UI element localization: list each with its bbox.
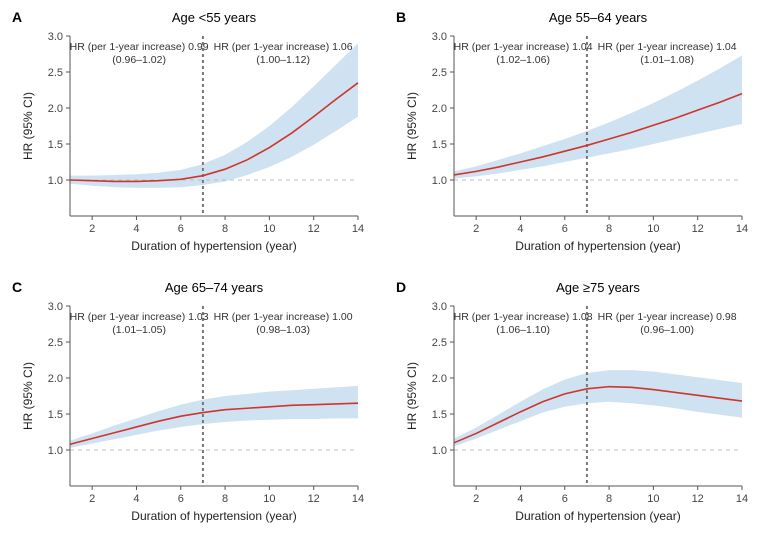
annot-right-l1: HR (per 1-year increase) 1.06 <box>214 41 353 53</box>
panel-letter: B <box>396 9 406 25</box>
x-axis-label: Duration of hypertension (year) <box>131 509 296 523</box>
annot-left-l1: HR (per 1-year increase) 1.04 <box>454 41 593 53</box>
xtick-label: 4 <box>517 493 523 505</box>
annot-left-l2: (0.96–1.02) <box>112 54 166 66</box>
panel-title: Age ≥75 years <box>556 280 640 295</box>
xtick-label: 4 <box>517 223 523 235</box>
annot-right-l2: (0.96–1.00) <box>640 324 694 336</box>
ytick-label: 1.5 <box>48 139 63 151</box>
ytick-label: 2.0 <box>432 373 447 385</box>
panel-title: Age <55 years <box>172 10 257 25</box>
annot-right-l2: (1.01–1.08) <box>640 54 694 66</box>
ytick-label: 1.0 <box>48 445 63 457</box>
annot-left-l1: HR (per 1-year increase) 1.03 <box>70 311 209 323</box>
ytick-label: 3.0 <box>432 301 447 313</box>
ytick-label: 2.0 <box>48 373 63 385</box>
xtick-label: 10 <box>263 493 275 505</box>
xtick-label: 6 <box>178 223 184 235</box>
xtick-label: 6 <box>562 223 568 235</box>
xtick-label: 12 <box>308 223 320 235</box>
annot-left-l2: (1.02–1.06) <box>496 54 550 66</box>
ytick-label: 3.0 <box>48 31 63 43</box>
annot-right-l1: HR (per 1-year increase) 0.98 <box>598 311 737 323</box>
annot-left-l2: (1.06–1.10) <box>496 324 550 336</box>
ytick-label: 1.5 <box>432 409 447 421</box>
xtick-label: 6 <box>562 493 568 505</box>
xtick-label: 8 <box>222 493 228 505</box>
annot-right-l2: (0.98–1.03) <box>256 324 310 336</box>
panel-C: 1.0 1.5 2.0 2.5 3.0 2 4 6 8 10 12 14 Duration of hyp… <box>12 279 364 523</box>
panel-B: 1.0 1.5 2.0 2.5 3.0 2 4 6 8 10 12 14 Duration of hyp… <box>396 9 748 253</box>
ytick-label: 1.0 <box>48 175 63 187</box>
ytick-label: 2.5 <box>432 337 447 349</box>
x-axis-label: Duration of hypertension (year) <box>131 239 296 253</box>
xtick-label: 12 <box>692 493 704 505</box>
annot-left-l2: (1.01–1.05) <box>112 324 166 336</box>
ytick-label: 1.0 <box>432 445 447 457</box>
xtick-label: 14 <box>352 223 364 235</box>
ytick-label: 1.5 <box>432 139 447 151</box>
panel-letter: D <box>396 279 406 295</box>
y-axis-label: HR (95% CI) <box>405 92 419 160</box>
ytick-label: 1.5 <box>48 409 63 421</box>
xtick-label: 8 <box>606 493 612 505</box>
ytick-label: 1.0 <box>432 175 447 187</box>
ytick-label: 3.0 <box>48 301 63 313</box>
annot-right-l1: HR (per 1-year increase) 1.00 <box>214 311 353 323</box>
figure: 1.0 1.5 2.0 2.5 3.0 2 4 6 8 10 12 14 Duration of hyp… <box>0 0 769 538</box>
xtick-label: 2 <box>89 223 95 235</box>
ci-band <box>454 55 742 178</box>
ytick-label: 3.0 <box>432 31 447 43</box>
annot-left-l1: HR (per 1-year increase) 0.99 <box>70 41 209 53</box>
xtick-label: 14 <box>352 493 364 505</box>
xtick-label: 2 <box>473 223 479 235</box>
annot-right-l1: HR (per 1-year increase) 1.04 <box>598 41 737 53</box>
ytick-label: 2.0 <box>48 103 63 115</box>
xtick-label: 10 <box>263 223 275 235</box>
xtick-label: 2 <box>89 493 95 505</box>
panel-letter: A <box>12 9 22 25</box>
xtick-label: 6 <box>178 493 184 505</box>
ci-band <box>454 370 742 446</box>
x-axis-label: Duration of hypertension (year) <box>515 239 680 253</box>
panel-A: 1.0 1.5 2.0 2.5 3.0 2 4 6 8 10 12 14 Duration of hyp… <box>12 9 364 253</box>
panel-title: Age 65–74 years <box>165 280 264 295</box>
ytick-label: 2.5 <box>432 67 447 79</box>
annot-right-l2: (1.00–1.12) <box>256 54 310 66</box>
xtick-label: 12 <box>692 223 704 235</box>
ci-band <box>70 386 358 448</box>
panel-D: 1.0 1.5 2.0 2.5 3.0 2 4 6 8 10 12 14 Duration of hyp… <box>396 279 748 523</box>
x-axis-label: Duration of hypertension (year) <box>515 509 680 523</box>
xtick-label: 10 <box>647 493 659 505</box>
ytick-label: 2.5 <box>48 337 63 349</box>
ytick-label: 2.5 <box>48 67 63 79</box>
xtick-label: 4 <box>133 223 139 235</box>
panel-title: Age 55–64 years <box>549 10 648 25</box>
y-axis-label: HR (95% CI) <box>21 362 35 430</box>
xtick-label: 10 <box>647 223 659 235</box>
y-axis-label: HR (95% CI) <box>21 92 35 160</box>
xtick-label: 2 <box>473 493 479 505</box>
xtick-label: 4 <box>133 493 139 505</box>
panel-letter: C <box>12 279 22 295</box>
annot-left-l1: HR (per 1-year increase) 1.08 <box>454 311 593 323</box>
xtick-label: 8 <box>606 223 612 235</box>
xtick-label: 12 <box>308 493 320 505</box>
y-axis-label: HR (95% CI) <box>405 362 419 430</box>
xtick-label: 14 <box>736 223 748 235</box>
ytick-label: 2.0 <box>432 103 447 115</box>
xtick-label: 8 <box>222 223 228 235</box>
xtick-label: 14 <box>736 493 748 505</box>
